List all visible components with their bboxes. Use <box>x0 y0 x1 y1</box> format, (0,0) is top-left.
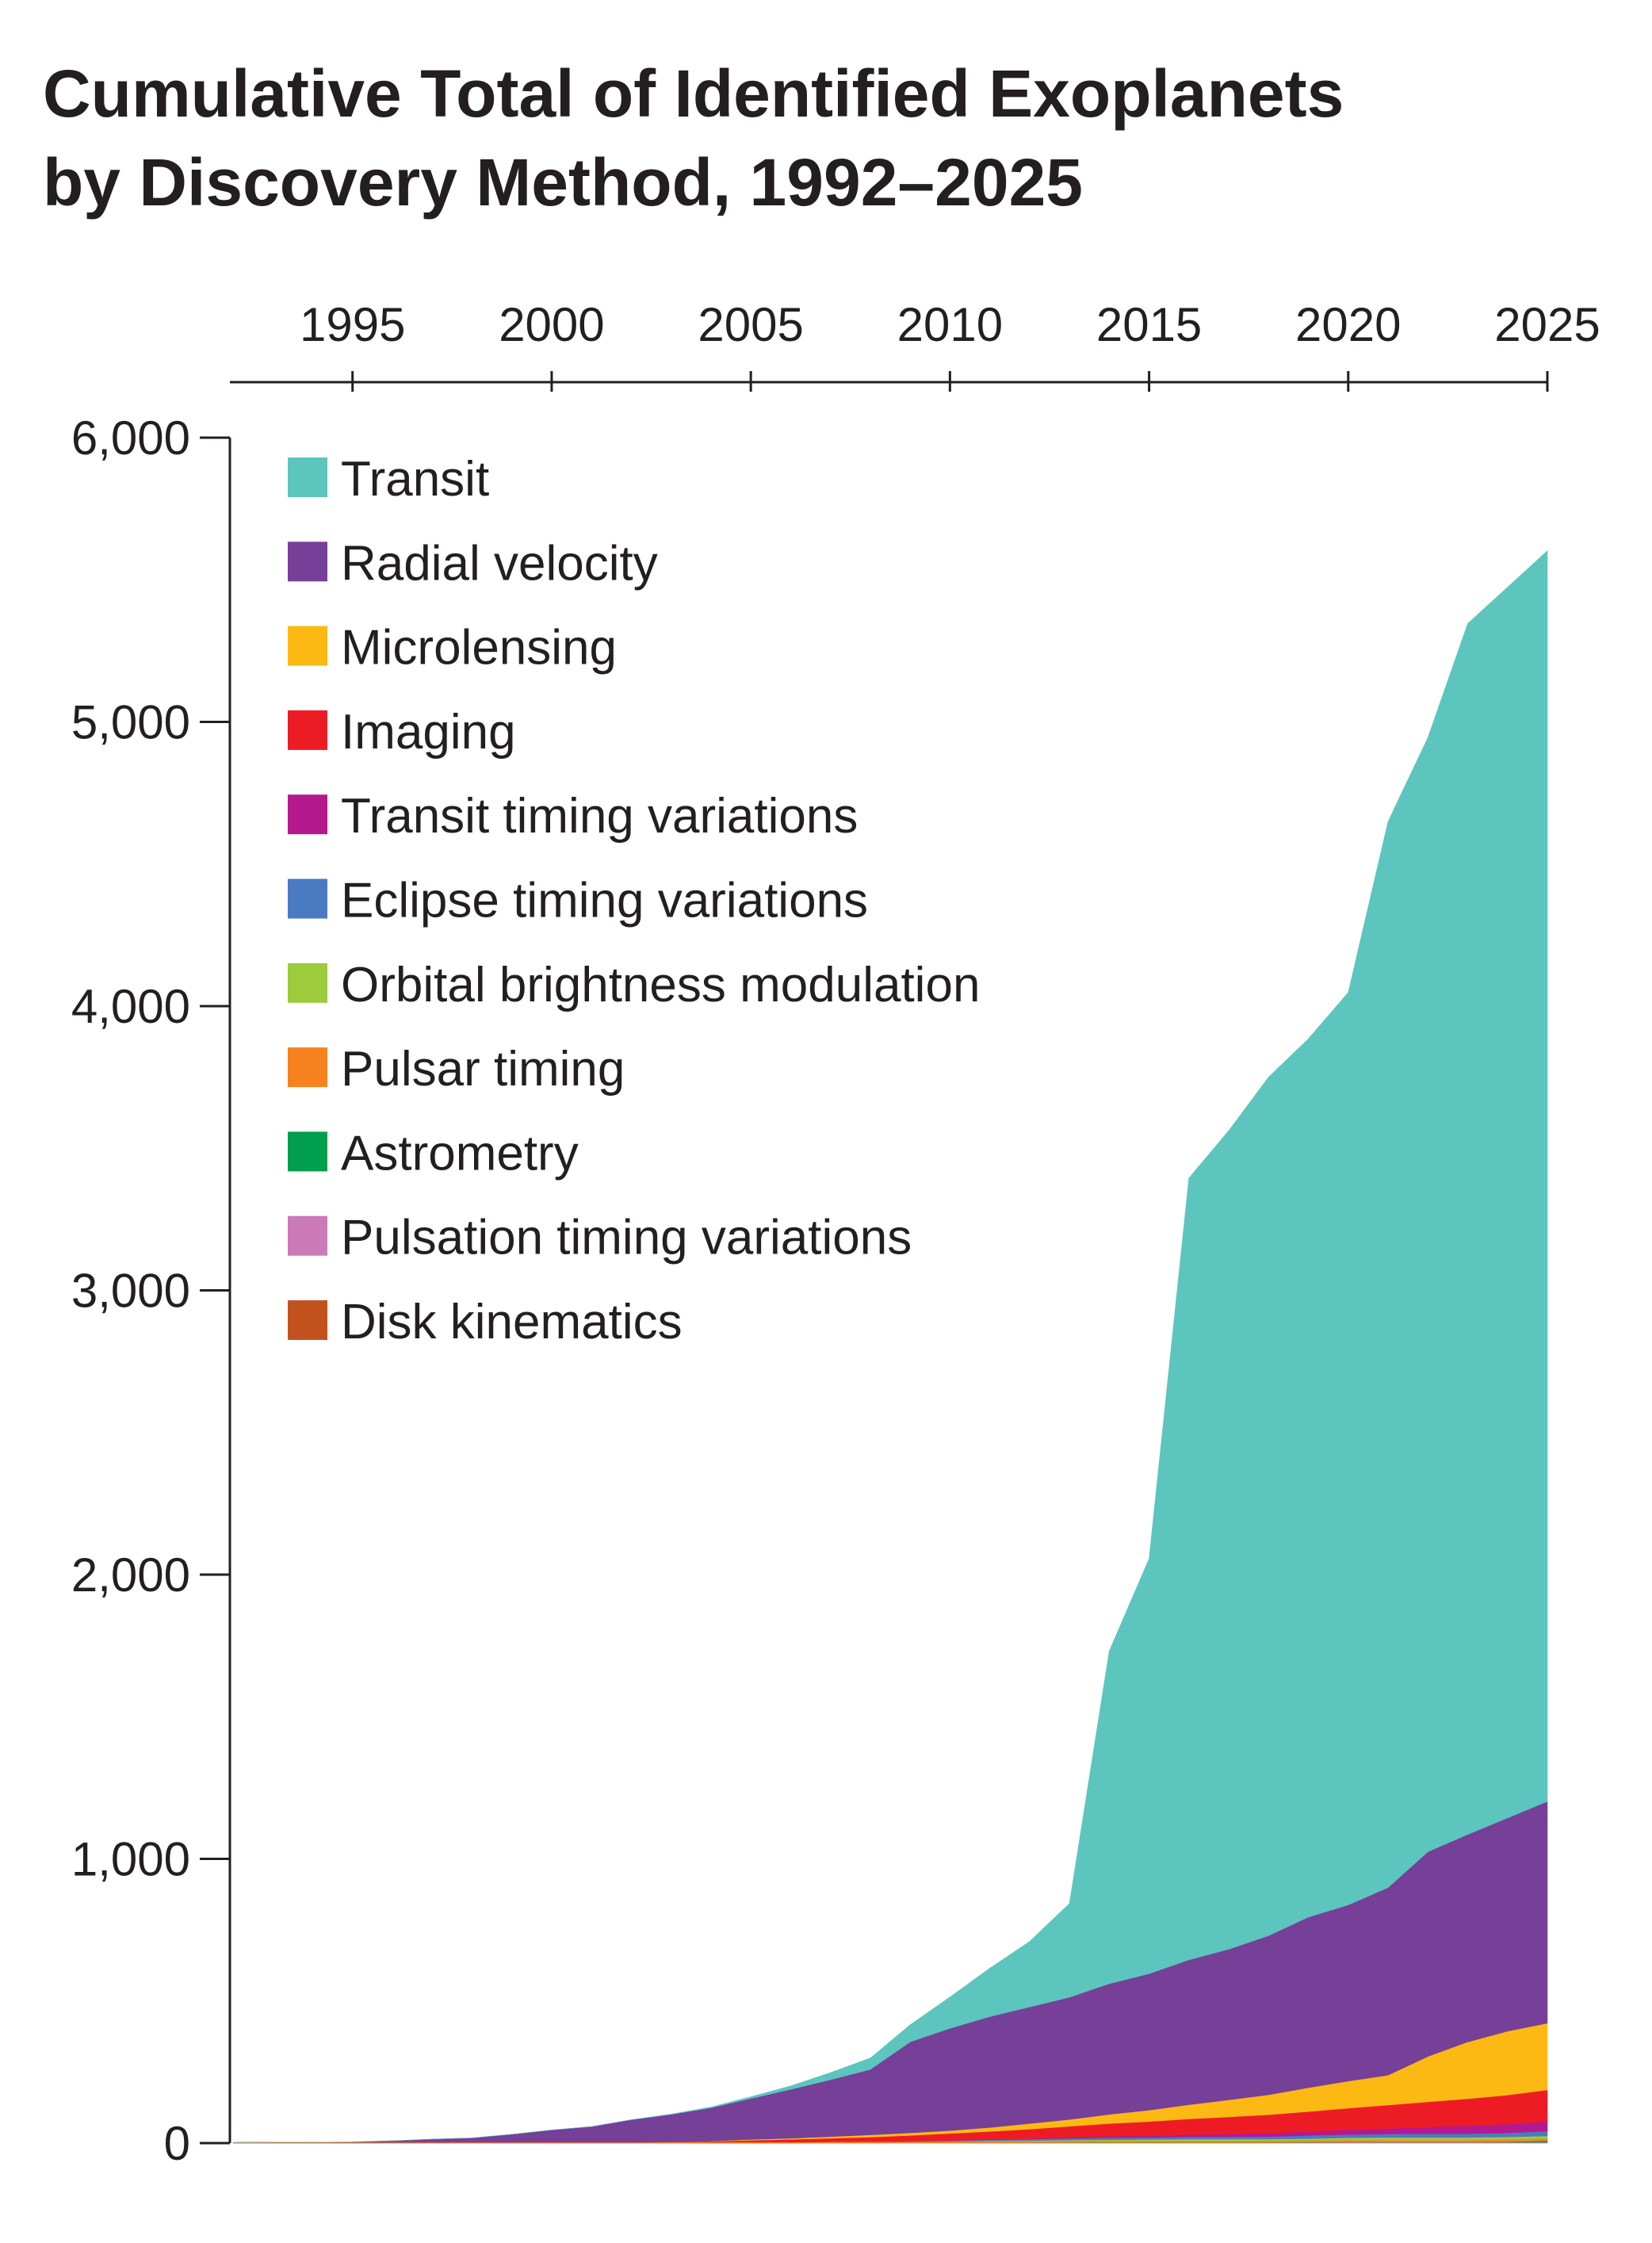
legend-label-orbital-brightness-modulation: Orbital brightness modulation <box>341 958 980 1012</box>
area-series-group <box>232 550 1548 2144</box>
legend-label-transit: Transit <box>341 452 489 507</box>
chart-title-line-1: Cumulative Total of Identified Exoplanet… <box>43 56 1344 131</box>
x-tick-label-2020: 2020 <box>1295 298 1401 351</box>
y-tick-label-1000: 1,000 <box>71 1833 190 1886</box>
legend-label-pulsar-timing: Pulsar timing <box>341 1042 625 1097</box>
y-tick-label-2000: 2,000 <box>71 1548 190 1602</box>
legend-label-astrometry: Astrometry <box>341 1126 579 1181</box>
x-tick-label-1995: 1995 <box>300 298 405 351</box>
y-tick-label-4000: 4,000 <box>71 980 190 1033</box>
legend-swatch-eclipse-timing-variations <box>288 878 327 919</box>
legend-swatch-astrometry <box>288 1131 327 1172</box>
legend-swatch-pulsar-timing <box>288 1047 327 1088</box>
legend-swatch-disk-kinematics <box>288 1300 327 1340</box>
x-tick-label-2005: 2005 <box>698 298 803 351</box>
legend-item-imaging: Imaging <box>288 705 516 760</box>
legend-item-pulsation-timing-variations: Pulsation timing variations <box>288 1211 912 1265</box>
legend-label-microlensing: Microlensing <box>341 621 617 676</box>
legend-label-transit-timing-variations: Transit timing variations <box>341 789 858 844</box>
area-transit <box>232 550 1548 2143</box>
y-tick-label-5000: 5,000 <box>71 696 190 749</box>
x-tick-label-2010: 2010 <box>897 298 1003 351</box>
legend-swatch-transit <box>288 457 327 497</box>
legend-item-disk-kinematics: Disk kinematics <box>288 1295 683 1349</box>
legend-label-eclipse-timing-variations: Eclipse timing variations <box>341 874 868 928</box>
legend-swatch-radial-velocity <box>288 542 327 582</box>
legend-item-microlensing: Microlensing <box>288 621 617 676</box>
legend-swatch-imaging <box>288 710 327 750</box>
legend-item-transit: Transit <box>288 452 489 507</box>
legend-swatch-orbital-brightness-modulation <box>288 963 327 1003</box>
x-tick-label-2000: 2000 <box>499 298 604 351</box>
legend-swatch-pulsation-timing-variations <box>288 1215 327 1256</box>
legend-item-pulsar-timing: Pulsar timing <box>288 1042 625 1097</box>
x-tick-label-2025: 2025 <box>1494 298 1600 351</box>
legend-item-eclipse-timing-variations: Eclipse timing variations <box>288 874 868 928</box>
chart-title-line-2: by Discovery Method, 1992–2025 <box>43 145 1084 220</box>
legend-label-radial-velocity: Radial velocity <box>341 536 658 591</box>
legend-label-imaging: Imaging <box>341 705 516 760</box>
y-tick-label-3000: 3,000 <box>71 1265 190 1318</box>
legend-item-transit-timing-variations: Transit timing variations <box>288 789 858 844</box>
legend-swatch-transit-timing-variations <box>288 794 327 835</box>
legend-item-astrometry: Astrometry <box>288 1126 579 1181</box>
legend: Transit Radial velocity Microlensing Imagin… <box>288 452 980 1349</box>
y-tick-label-6000: 6,000 <box>71 411 190 465</box>
legend-swatch-microlensing <box>288 626 327 666</box>
axes-group: 1995 2000 2005 2010 2015 2020 2025 0 1,000 2,000 3… <box>71 298 1600 2170</box>
legend-item-radial-velocity: Radial velocity <box>288 536 658 591</box>
legend-label-disk-kinematics: Disk kinematics <box>341 1295 683 1349</box>
y-tick-label-0: 0 <box>164 2117 190 2170</box>
legend-label-pulsation-timing-variations: Pulsation timing variations <box>341 1211 912 1265</box>
x-tick-label-2015: 2015 <box>1096 298 1202 351</box>
legend-item-orbital-brightness-modulation: Orbital brightness modulation <box>288 958 980 1012</box>
chart-title: Cumulative Total of Identified Exoplanet… <box>43 49 1628 227</box>
